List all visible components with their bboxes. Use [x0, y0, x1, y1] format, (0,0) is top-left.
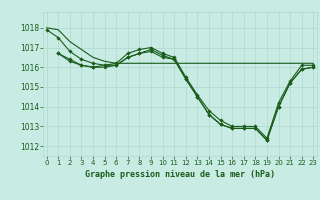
X-axis label: Graphe pression niveau de la mer (hPa): Graphe pression niveau de la mer (hPa)	[85, 170, 275, 179]
